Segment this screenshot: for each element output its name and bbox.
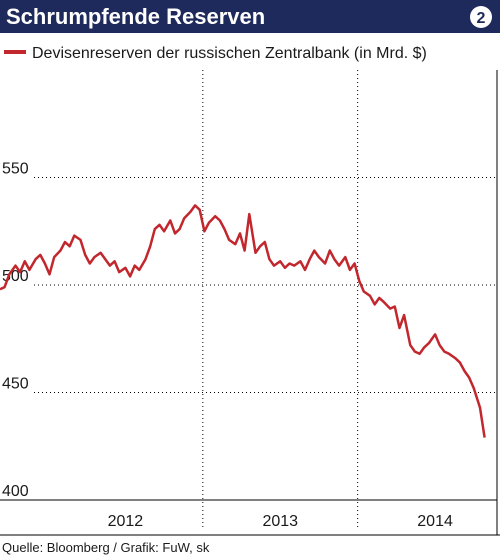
badge-circle — [470, 6, 492, 28]
x-tick-label: 2014 — [417, 513, 453, 530]
y-tick-label: 450 — [2, 376, 29, 393]
x-tick-label: 2013 — [262, 513, 298, 530]
legend-label: Devisenreserven der russischen Zentralba… — [32, 45, 427, 62]
y-tick-label: 550 — [2, 161, 29, 178]
title-bar — [0, 0, 500, 33]
x-tick-label: 2012 — [108, 513, 144, 530]
y-tick-label: 400 — [2, 483, 29, 500]
chart-title: Schrumpfende Reserven — [6, 4, 265, 29]
y-tick-label: 500 — [2, 268, 29, 285]
badge: 2 — [477, 10, 486, 27]
source-note: Quelle: Bloomberg / Grafik: FuW, sk — [2, 540, 210, 555]
data-line — [0, 204, 486, 438]
